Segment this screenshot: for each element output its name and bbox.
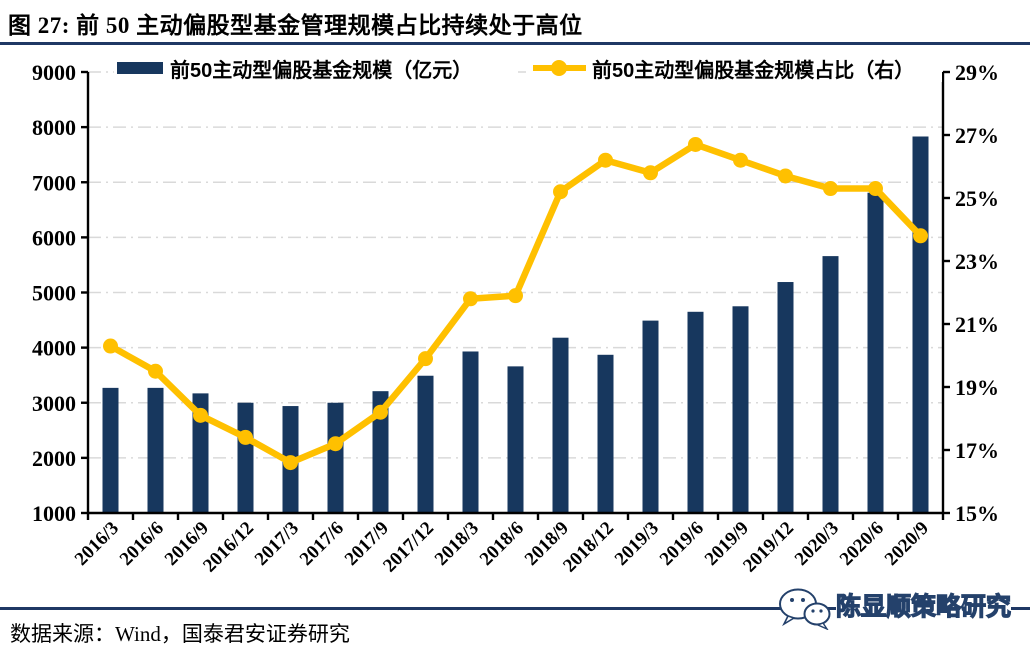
left-tick-label: 6000 [32,225,76,250]
legend-label-bars: 前50主动型偏股基金规模（亿元） [170,58,472,82]
x-tick-label: 2018/6 [476,518,528,570]
left-tick-label: 2000 [32,446,76,471]
line-marker [148,363,163,379]
axes: 9000 8000 7000 6000 5000 4000 3000 2000 1000 29% 2… [32,60,999,526]
bar [507,366,524,513]
line-marker [103,338,118,354]
x-tick-label: 2016/12 [199,518,258,577]
line-marker [508,288,523,304]
page-title: 图 27: 前 50 主动偏股型基金管理规模占比持续处于高位 [8,13,583,38]
right-tick-label: 21% [955,312,999,337]
line-marker [418,351,433,367]
left-tick-label: 7000 [32,170,76,195]
bar [147,387,164,513]
bar [687,311,704,513]
x-tick-label: 2019/3 [611,518,663,570]
line-marker [643,165,658,181]
line-marker [778,168,793,184]
bar [777,282,794,513]
bar-series [102,136,929,513]
source-text: 数据来源：Wind，国泰君安证券研究 [10,622,350,646]
bar [867,192,884,513]
right-tick-label: 25% [955,186,999,211]
legend-line-marker [551,60,567,76]
line-marker [553,184,568,200]
line-marker [598,152,613,168]
line-marker [328,436,343,452]
line-marker [238,429,253,445]
x-tick-label: 2020/6 [836,518,888,570]
x-tick-label: 2016/6 [116,518,168,570]
left-tick-label: 3000 [32,391,76,416]
bar [912,136,929,513]
bar [552,337,569,513]
legend-bg [114,56,518,82]
wechat-icon [779,588,831,630]
line-marker [688,136,703,152]
legend-bg [530,56,942,82]
watermark-text: 陈显顺策略研究 [835,593,1012,622]
line-marker [463,291,478,307]
right-tick-label: 15% [955,501,999,526]
line-series [103,136,928,471]
bar [597,354,614,513]
x-tick-label: 2017/3 [251,518,303,570]
legend-label-line: 前50主动型偏股基金规模占比（右） [592,58,914,82]
x-tick-label: 2019/6 [656,518,708,570]
x-tick-label: 2020/3 [791,518,843,570]
right-tick-label: 27% [955,123,999,148]
x-tick-label: 2017/6 [296,518,348,570]
legend: 前50主动型偏股基金规模（亿元） 前50主动型偏股基金规模占比（右） [114,56,942,82]
x-axis-labels: 2016/32016/62016/92016/122017/32017/6201… [71,518,933,577]
x-tick-label: 2019/12 [739,518,798,577]
right-tick-label: 17% [955,438,999,463]
line-marker [823,181,838,197]
left-tick-label: 4000 [32,336,76,361]
bar [192,393,209,513]
left-tick-label: 5000 [32,281,76,306]
chart-canvas: 9000 8000 7000 6000 5000 4000 3000 2000 1000 29% 2… [32,56,999,577]
line-marker [373,404,388,420]
x-tick-label: 2018/12 [559,518,618,577]
bar [372,391,389,513]
left-tick-label: 1000 [32,501,76,526]
x-tick-label: 2018/3 [431,518,483,570]
line-marker [913,228,928,244]
x-tick-label: 2017/12 [379,518,438,577]
bar [417,375,434,513]
line-marker [733,152,748,168]
title-underline [0,42,1030,45]
watermark: 陈显顺策略研究 [774,586,1012,630]
bar [237,402,254,513]
line-marker [283,455,298,471]
legend-bar-swatch [117,62,163,74]
right-tick-label: 29% [955,60,999,85]
bar [327,402,344,513]
left-tick-label: 8000 [32,115,76,140]
x-tick-label: 2020/9 [881,518,933,570]
x-tick-label: 2016/3 [71,518,123,570]
bar [732,306,749,513]
line-marker [868,181,883,197]
footer-rule [0,607,1030,610]
right-tick-label: 19% [955,375,999,400]
line-marker [193,407,208,423]
bar [462,351,479,513]
bar [102,387,119,513]
bar [642,320,659,513]
right-tick-label: 23% [955,249,999,274]
left-tick-label: 9000 [32,60,76,85]
bar [822,256,839,513]
